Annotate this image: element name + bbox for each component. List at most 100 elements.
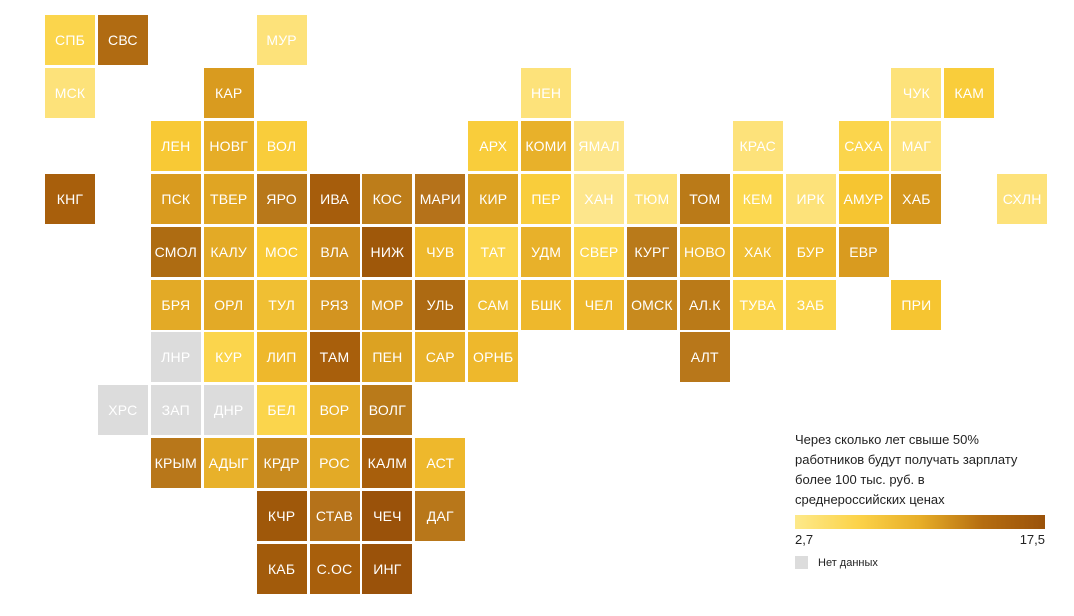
region-tile: КАЛМ [362, 438, 413, 489]
region-tile: АМУР [838, 173, 889, 224]
region-tile: САМ [468, 279, 519, 330]
legend: Через сколько лет свыше 50% работников б… [795, 430, 1055, 569]
region-tile: САХА [838, 120, 889, 171]
region-tile: ВЛА [309, 226, 360, 277]
region-tile: С.ОС [309, 544, 360, 594]
region-tile: ДНР [203, 385, 254, 436]
region-tile: КРЫМ [150, 438, 201, 489]
region-tile: КОМИ [521, 120, 572, 171]
region-tile: АСТ [415, 438, 466, 489]
nodata-swatch [795, 556, 808, 569]
region-tile: КИР [468, 173, 519, 224]
region-tile: СМОЛ [150, 226, 201, 277]
region-tile: РЯЗ [309, 279, 360, 330]
region-tile: ЧУК [891, 67, 942, 118]
region-tile: СТАВ [309, 491, 360, 542]
region-tile: ТАТ [468, 226, 519, 277]
region-tile: БШК [521, 279, 572, 330]
region-tile: КРДР [256, 438, 307, 489]
region-tile: БУР [785, 226, 836, 277]
region-tile: ЧЕЧ [362, 491, 413, 542]
region-tile: МАГ [891, 120, 942, 171]
region-tile: СПБ [45, 15, 95, 65]
region-tile: МСК [45, 67, 95, 118]
region-tile: ПЕН [362, 332, 413, 383]
region-tile: ОРНБ [468, 332, 519, 383]
region-tile: ЧУВ [415, 226, 466, 277]
region-tile: КАБ [256, 544, 307, 594]
region-tile: ЯМАЛ [574, 120, 624, 171]
region-tile: ХАК [732, 226, 783, 277]
region-tile: ОМСК [626, 279, 677, 330]
region-tile: КОС [362, 173, 413, 224]
region-tile: ЯРО [256, 173, 307, 224]
region-tile: ТЮМ [626, 173, 677, 224]
region-tile: НОВО [679, 226, 730, 277]
region-tile: ЛНР [150, 332, 201, 383]
region-tile: ДАГ [415, 491, 466, 542]
region-tile: ВОЛГ [362, 385, 413, 436]
legend-title-line: более 100 тыс. руб. в [795, 472, 925, 487]
region-tile: КЧР [256, 491, 307, 542]
region-tile: КЕМ [732, 173, 783, 224]
region-tile: СВЕР [574, 226, 624, 277]
legend-color-scale [795, 515, 1045, 529]
region-tile: ВОЛ [256, 120, 307, 171]
legend-title-line: среднероссийских ценах [795, 492, 945, 507]
region-tile: БЕЛ [256, 385, 307, 436]
legend-title-line: работников будут получать зарплату [795, 452, 1018, 467]
region-tile: АЛТ [679, 332, 730, 383]
region-tile: ИНГ [362, 544, 413, 594]
region-tile: КУР [203, 332, 254, 383]
region-tile: ВОР [309, 385, 360, 436]
legend-min-label: 2,7 [795, 532, 814, 547]
region-tile: НИЖ [362, 226, 413, 277]
region-tile: ЧЕЛ [574, 279, 624, 330]
region-tile: АДЫГ [203, 438, 254, 489]
legend-title: Через сколько лет свыше 50% работников б… [795, 430, 1055, 510]
region-tile: КНГ [45, 173, 95, 224]
region-tile: ЗАП [150, 385, 201, 436]
region-tile: КАЛУ [203, 226, 254, 277]
legend-max-label: 17,5 [1019, 532, 1045, 547]
region-tile: НОВГ [203, 120, 254, 171]
region-tile: КАР [203, 67, 254, 118]
region-tile: ТАМ [309, 332, 360, 383]
region-tile: УЛЬ [415, 279, 466, 330]
region-tile: МОР [362, 279, 413, 330]
region-tile: ЛЕН [150, 120, 201, 171]
region-tile: ЕВР [838, 226, 889, 277]
region-tile: ИРК [785, 173, 836, 224]
region-tile: СХЛН [997, 173, 1048, 224]
legend-nodata-label: Нет данных [818, 556, 878, 569]
region-tile: ТОМ [679, 173, 730, 224]
region-tile: БРЯ [150, 279, 201, 330]
region-tile: ХАН [574, 173, 624, 224]
region-tile: ТУВА [732, 279, 783, 330]
region-tile: АЛ.К [679, 279, 730, 330]
region-tile: ИВА [309, 173, 360, 224]
region-tile: МУР [256, 15, 307, 65]
region-tile: ХАБ [891, 173, 942, 224]
region-tile: СВС [97, 15, 148, 65]
legend-title-line: Через сколько лет свыше 50% [795, 432, 979, 447]
region-tile: МАРИ [415, 173, 466, 224]
region-tile: РОС [309, 438, 360, 489]
region-tile: САР [415, 332, 466, 383]
region-tile: ЗАБ [785, 279, 836, 330]
region-tile: ЛИП [256, 332, 307, 383]
region-tile: ПСК [150, 173, 201, 224]
region-tile: УДМ [521, 226, 572, 277]
region-tile: ПРИ [891, 279, 942, 330]
region-tile: КУРГ [626, 226, 677, 277]
region-tile: ПЕР [521, 173, 572, 224]
region-tile: МОС [256, 226, 307, 277]
legend-nodata: Нет данных [795, 556, 1055, 569]
region-tile: ХРС [97, 385, 148, 436]
region-tile: ТВЕР [203, 173, 254, 224]
region-tile: НЕН [521, 67, 572, 118]
region-tile: ТУЛ [256, 279, 307, 330]
region-tile: ОРЛ [203, 279, 254, 330]
region-tile: АРХ [468, 120, 519, 171]
